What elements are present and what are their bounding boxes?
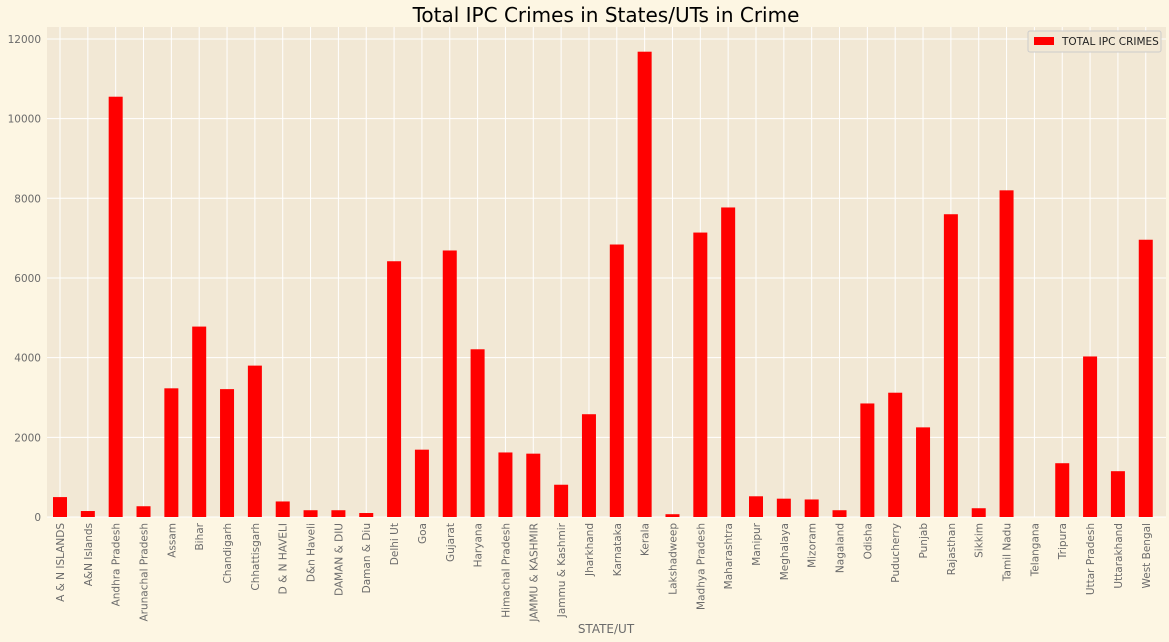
y-tick-label: 8000 [14,193,41,205]
bar [136,506,151,517]
x-tick-label: Tripura [1057,523,1069,560]
x-tick-label: West Bengal [1141,523,1153,589]
x-tick-label: Karnataka [612,523,624,576]
y-tick-label: 4000 [14,353,41,365]
x-tick-label: Meghalaya [779,523,791,580]
bar [1110,471,1125,517]
bars [53,51,1153,518]
bar [1055,463,1070,517]
bar [331,510,346,517]
bar [303,510,318,517]
x-tick-label: Rajasthan [946,523,958,575]
x-tick-label: Chandigarh [222,523,234,584]
bar [749,496,763,517]
bar [888,392,903,517]
x-tick-label: Himachal Pradesh [500,523,512,618]
y-tick-label: 12000 [8,34,41,46]
x-tick-label: D&n Haveli [306,523,318,582]
x-tick-label: Kerala [640,523,652,556]
y-axis-ticks: 0 2000 4000 6000 8000 10000 12000 [8,34,41,524]
bar [581,414,596,517]
x-tick-label: Punjab [918,523,930,559]
bar [609,244,624,517]
y-tick-label: 10000 [8,114,41,126]
x-tick-label: Gujarat [445,523,457,562]
x-tick-label: D & N HAVELI [278,523,290,594]
bar [247,365,262,517]
chart-title: Total IPC Crimes in States/UTs in Crime [412,3,800,27]
x-tick-label: Odisha [862,523,874,559]
x-tick-label: Andhra Pradesh [111,523,123,606]
y-tick-label: 0 [34,512,41,524]
bar [637,51,652,517]
bar [80,511,95,517]
x-tick-label: Nagaland [835,523,847,573]
bar [442,250,457,518]
bar [359,513,374,517]
x-tick-label: Telangana [1029,523,1041,577]
x-tick-label: Bihar [194,522,206,550]
x-tick-label: Puducherry [890,523,902,583]
x-tick-label: Uttar Pradesh [1085,523,1097,595]
bar [192,326,207,517]
x-tick-label: A & N ISLANDS [55,523,67,602]
x-tick-label: Assam [166,523,178,558]
y-tick-label: 2000 [14,432,41,444]
x-tick-label: Chhattisgarh [250,523,262,591]
bar [220,389,235,517]
x-tick-label: Arunachal Pradesh [139,523,151,622]
bar [275,501,290,517]
bar [776,498,791,517]
x-tick-label: Mizoram [807,523,819,568]
legend-box [1027,30,1162,53]
x-tick-label: Sikkim [974,523,986,558]
x-tick-label: Daman & Diu [361,523,373,593]
x-tick-label: Jammu & Kashmir [556,522,568,618]
bar [387,261,402,517]
bar [832,510,847,517]
x-tick-label: Jharkhand [584,523,596,577]
bar [693,232,708,517]
bar [414,449,429,517]
legend: TOTAL IPC CRIMES [1027,30,1162,53]
bar [943,214,958,517]
bar [526,453,541,517]
bar [665,514,680,517]
bar [804,499,819,517]
bar [108,96,123,517]
bar [860,403,875,517]
y-tick-label: 6000 [14,273,41,285]
bar [971,508,986,517]
x-axis-label: STATE/UT [578,622,635,636]
x-tick-label: Madhya Pradesh [695,523,707,610]
x-tick-label: Tamil Nadu [1002,523,1014,582]
x-tick-label: Manipur [751,522,763,565]
bar [999,190,1014,518]
x-tick-label: Haryana [473,523,485,567]
x-tick-label: Delhi Ut [389,523,401,565]
x-tick-label: Lakshadweep [667,523,679,595]
x-axis-ticks: A & N ISLANDS A&N Islands Andhra Pradesh Ar… [55,522,1153,622]
plot-background [47,27,1166,517]
bar [1083,356,1098,517]
bar [554,484,569,517]
bar [498,452,513,517]
x-tick-label: JAMMU & KASHMIR [528,523,540,623]
x-tick-label: Goa [417,523,429,544]
bar [916,427,931,517]
bar [164,388,179,517]
legend-label: TOTAL IPC CRIMES [1061,36,1159,48]
bar [1138,239,1153,518]
bar [470,349,485,517]
x-tick-label: A&N Islands [83,523,95,586]
x-tick-label: Uttarakhand [1113,523,1125,589]
bar [721,207,736,517]
bar [53,497,67,517]
x-tick-label: DAMAN & DIU [333,523,345,596]
x-tick-label: Maharashtra [723,523,735,589]
legend-swatch [1034,37,1054,45]
